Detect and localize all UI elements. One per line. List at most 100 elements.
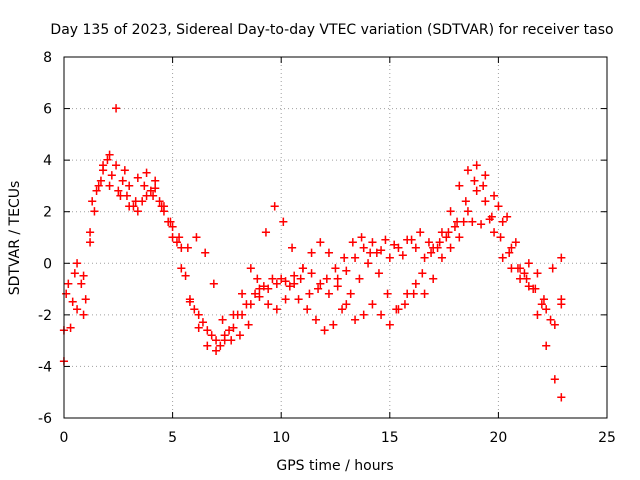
data-point: + — [521, 272, 532, 287]
data-point: + — [245, 261, 256, 276]
data-point: + — [69, 267, 80, 282]
y-tick-label: -4 — [38, 359, 52, 375]
data-point: + — [76, 277, 87, 292]
data-point: + — [245, 298, 256, 313]
data-point: + — [193, 321, 204, 336]
data-point: + — [510, 236, 521, 251]
y-tick-label: 2 — [43, 205, 52, 221]
data-point: + — [452, 215, 463, 230]
data-point: + — [289, 269, 300, 284]
data-point: + — [295, 272, 306, 287]
data-point: + — [176, 241, 187, 256]
y-axis-label: SDTVAR / TECUs — [7, 181, 23, 296]
y-tick-label: 8 — [43, 50, 52, 66]
data-point: + — [163, 215, 174, 230]
data-point: + — [243, 318, 254, 333]
data-point: + — [150, 182, 161, 197]
data-point: + — [280, 292, 291, 307]
data-point: + — [460, 194, 471, 209]
data-point: + — [423, 236, 434, 251]
data-point: + — [428, 272, 439, 287]
data-point: + — [523, 279, 534, 294]
y-axis-ticks: -6 -4 -2 0 2 4 6 8 — [38, 50, 607, 427]
data-point: + — [530, 282, 541, 297]
data-point: + — [419, 287, 430, 302]
data-point: + — [276, 272, 287, 287]
data-point: + — [347, 236, 358, 251]
data-point: + — [139, 179, 150, 194]
data-point: + — [224, 323, 235, 338]
data-point: + — [549, 318, 560, 333]
data-point: + — [480, 169, 491, 184]
data-point: + — [532, 267, 543, 282]
data-point: + — [443, 225, 454, 240]
data-point: + — [332, 272, 343, 287]
data-point: + — [297, 261, 308, 276]
data-point: + — [432, 241, 443, 256]
data-point: + — [321, 272, 332, 287]
data-point: + — [154, 194, 165, 209]
data-point: + — [410, 277, 421, 292]
data-point: + — [532, 308, 543, 323]
data-point: + — [185, 292, 196, 307]
data-point: + — [434, 236, 445, 251]
x-axis-label: GPS time / hours — [276, 458, 393, 474]
data-point: + — [95, 174, 106, 189]
data-point: + — [124, 179, 135, 194]
data-point: + — [313, 282, 324, 297]
data-point: + — [541, 339, 552, 354]
data-point: + — [358, 241, 369, 256]
data-point: + — [185, 295, 196, 310]
data-point: + — [67, 295, 78, 310]
data-point: + — [119, 163, 130, 178]
data-point: + — [324, 287, 335, 302]
x-tick-label: 10 — [272, 430, 290, 446]
data-point: + — [228, 321, 239, 336]
data-point: + — [376, 308, 387, 323]
data-point: + — [406, 233, 417, 248]
data-point: + — [549, 372, 560, 387]
data-point: + — [293, 292, 304, 307]
data-point: + — [113, 184, 124, 199]
data-point: + — [91, 184, 102, 199]
data-point: + — [200, 246, 211, 261]
data-point: + — [167, 231, 178, 246]
data-point: + — [278, 215, 289, 230]
data-point: + — [180, 269, 191, 284]
data-point: + — [310, 313, 321, 328]
data-point: + — [393, 241, 404, 256]
data-point: + — [547, 261, 558, 276]
data-point: + — [376, 243, 387, 258]
grid — [64, 57, 607, 418]
data-point: + — [156, 200, 167, 215]
data-point: + — [208, 277, 219, 292]
data-point: + — [130, 194, 141, 209]
data-point: + — [104, 179, 115, 194]
data-point: + — [115, 189, 126, 204]
data-point: + — [315, 277, 326, 292]
data-point: + — [556, 298, 567, 313]
data-point: + — [556, 251, 567, 266]
data-point: + — [528, 282, 539, 297]
data-point: + — [241, 298, 252, 313]
data-point: + — [363, 256, 374, 271]
data-point: + — [380, 233, 391, 248]
data-point: + — [486, 210, 497, 225]
data-point: + — [545, 313, 556, 328]
data-point: + — [228, 308, 239, 323]
data-point: + — [254, 290, 265, 305]
data-point: + — [354, 272, 365, 287]
data-point: + — [297, 261, 308, 276]
data-point: + — [85, 225, 96, 240]
data-point: + — [78, 269, 89, 284]
data-point: + — [263, 298, 274, 313]
series-track-3: ++++++++++++++++++++++++++++++++++++++++… — [61, 174, 567, 349]
y-tick-label: 4 — [43, 153, 52, 169]
data-point: + — [158, 205, 169, 220]
data-point: + — [289, 277, 300, 292]
data-point: + — [65, 321, 76, 336]
data-point: + — [428, 241, 439, 256]
data-point: + — [471, 158, 482, 173]
data-point: + — [441, 231, 452, 246]
